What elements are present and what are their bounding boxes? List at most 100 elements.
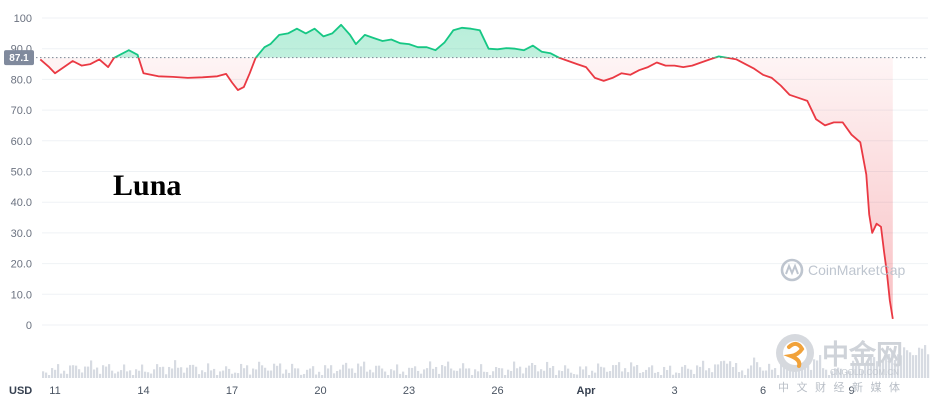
- volume-bar: [195, 366, 198, 378]
- volume-bar: [123, 364, 126, 378]
- volume-bar: [84, 366, 87, 378]
- volume-bar: [900, 355, 903, 378]
- volume-bar: [621, 371, 624, 378]
- volume-bar: [606, 371, 609, 378]
- cngold-logo-name: 中金网: [822, 339, 903, 371]
- volume-bar: [417, 370, 420, 378]
- volume-bar: [537, 371, 540, 378]
- volume-bar: [57, 364, 60, 378]
- cngold-logo-subtitle: 中 文 财 经 新 媒 体: [778, 380, 902, 394]
- volume-bar: [645, 369, 648, 378]
- volume-bar: [519, 366, 522, 378]
- volume-bar: [600, 366, 603, 378]
- volume-bar: [921, 348, 924, 378]
- volume-bar: [231, 373, 234, 378]
- volume-bar: [315, 374, 318, 378]
- volume-bar: [588, 375, 591, 378]
- volume-bar: [51, 368, 54, 378]
- volume-bar: [690, 369, 693, 378]
- volume-bar: [657, 371, 660, 378]
- volume-bar: [150, 373, 153, 378]
- volume-bar: [696, 365, 699, 378]
- volume-bars: [42, 345, 930, 378]
- volume-bar: [855, 365, 858, 378]
- y-tick-label: 60.0: [11, 136, 32, 148]
- volume-bar: [501, 368, 504, 378]
- volume-bar: [408, 367, 411, 378]
- volume-bar: [87, 366, 90, 378]
- volume-bar: [288, 372, 291, 378]
- volume-bar: [432, 368, 435, 378]
- volume-bar: [906, 350, 909, 378]
- volume-bar: [279, 363, 282, 378]
- volume-bar: [642, 372, 645, 378]
- volume-bar: [225, 366, 228, 378]
- volume-bar: [603, 367, 606, 378]
- volume-bar: [159, 367, 162, 378]
- volume-bar: [741, 370, 744, 378]
- volume-bar: [414, 366, 417, 378]
- volume-bar: [777, 375, 780, 378]
- volume-bar: [558, 370, 561, 378]
- volume-bar: [120, 370, 123, 378]
- volume-bar: [303, 373, 306, 378]
- volume-bar: [252, 368, 255, 378]
- volume-bar: [708, 368, 711, 378]
- volume-bar: [561, 371, 564, 378]
- volume-bar: [549, 367, 552, 378]
- volume-bar: [771, 369, 774, 378]
- volume-bar: [807, 365, 810, 378]
- volume-bar: [564, 365, 567, 378]
- volume-bar: [705, 370, 708, 378]
- volume-bar: [396, 364, 399, 378]
- volume-bar: [147, 372, 150, 378]
- volume-bar: [141, 364, 144, 378]
- gridlines: [42, 17, 928, 326]
- y-tick-label: 80.0: [11, 74, 32, 86]
- volume-bar: [411, 367, 414, 378]
- volume-bar: [924, 345, 927, 378]
- volume-bar: [207, 363, 210, 378]
- volume-bar: [102, 365, 105, 378]
- volume-bar: [795, 371, 798, 378]
- volume-bar: [897, 354, 900, 378]
- volume-bar: [780, 362, 783, 378]
- volume-bar: [699, 366, 702, 378]
- coinmarketcap-watermark: CoinMarketCap: [780, 258, 905, 282]
- volume-bar: [468, 368, 471, 378]
- volume-bar: [423, 369, 426, 378]
- volume-bar: [636, 365, 639, 378]
- volume-bar: [810, 369, 813, 378]
- volume-bar: [261, 365, 264, 378]
- volume-bar: [90, 360, 93, 378]
- volume-bar: [66, 373, 69, 378]
- volume-bar: [348, 368, 351, 378]
- volume-bar: [624, 368, 627, 378]
- volume-bar: [375, 365, 378, 378]
- volume-bar: [738, 372, 741, 378]
- chart-title: Luna: [113, 169, 181, 202]
- volume-bar: [444, 366, 447, 378]
- volume-bar: [144, 371, 147, 378]
- x-tick-label: 3: [671, 385, 677, 397]
- volume-bar: [714, 364, 717, 378]
- volume-bar: [228, 368, 231, 378]
- currency-label: USD: [9, 385, 32, 397]
- volume-bar: [909, 352, 912, 378]
- volume-bar: [201, 370, 204, 378]
- volume-bar: [822, 368, 825, 378]
- volume-bar: [264, 367, 267, 378]
- volume-bar: [540, 369, 543, 378]
- volume-bar: [711, 372, 714, 378]
- volume-bar: [393, 370, 396, 378]
- volume-bar: [213, 368, 216, 378]
- volume-bar: [174, 360, 177, 378]
- volume-bar: [816, 360, 819, 378]
- volume-bar: [438, 373, 441, 378]
- volume-bar: [627, 372, 630, 378]
- volume-bar: [390, 369, 393, 378]
- volume-bar: [309, 368, 312, 378]
- volume-bar: [60, 373, 63, 378]
- volume-bar: [825, 369, 828, 378]
